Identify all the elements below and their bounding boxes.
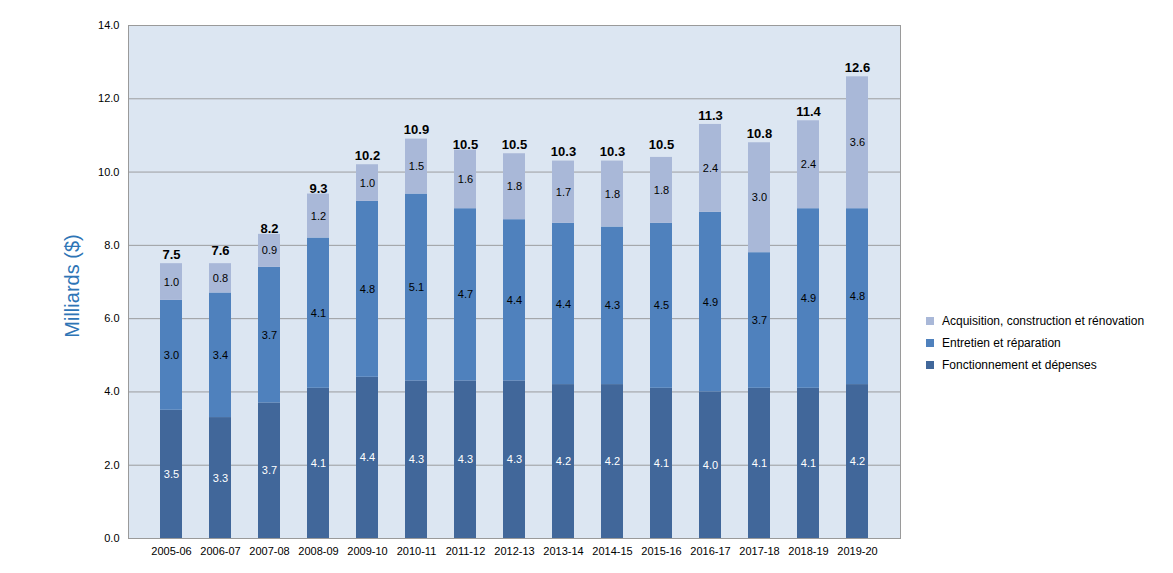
svg-text:4.2: 4.2 — [850, 455, 865, 467]
svg-text:9.3: 9.3 — [309, 181, 327, 196]
svg-text:10.0: 10.0 — [98, 166, 119, 178]
svg-text:3.7: 3.7 — [262, 464, 277, 476]
svg-text:11.4: 11.4 — [796, 104, 821, 119]
svg-text:3.7: 3.7 — [262, 329, 277, 341]
svg-text:0.8: 0.8 — [213, 272, 228, 284]
svg-text:4.3: 4.3 — [507, 453, 522, 465]
svg-text:1.0: 1.0 — [164, 276, 179, 288]
svg-text:1.2: 1.2 — [311, 210, 326, 222]
svg-text:4.4: 4.4 — [556, 298, 571, 310]
svg-text:2013-14: 2013-14 — [543, 545, 583, 557]
html-text:Fonctionnement et dépenses: Fonctionnement et dépenses — [942, 358, 1097, 372]
svg-text:1.5: 1.5 — [409, 160, 424, 172]
svg-text:4.1: 4.1 — [752, 457, 767, 469]
svg-text:2010-11: 2010-11 — [397, 545, 437, 557]
svg-text:10.3: 10.3 — [600, 144, 625, 159]
svg-text:10.8: 10.8 — [747, 126, 772, 141]
svg-text:4.0: 4.0 — [703, 459, 718, 471]
svg-text:7.6: 7.6 — [211, 243, 229, 258]
svg-text:10.9: 10.9 — [404, 122, 429, 137]
svg-text:4.7: 4.7 — [458, 288, 473, 300]
svg-text:2007-08: 2007-08 — [249, 545, 289, 557]
svg-text:4.1: 4.1 — [311, 457, 326, 469]
svg-text:2017-18: 2017-18 — [739, 545, 779, 557]
svg-text:2008-09: 2008-09 — [298, 545, 338, 557]
svg-text:2.0: 2.0 — [104, 459, 119, 471]
svg-text:3.6: 3.6 — [850, 136, 865, 148]
svg-text:3.0: 3.0 — [752, 191, 767, 203]
svg-text:4.1: 4.1 — [654, 457, 669, 469]
svg-text:4.3: 4.3 — [409, 453, 424, 465]
svg-text:4.8: 4.8 — [360, 283, 375, 295]
html-text:Acquisition, construction et r: Acquisition, construction et rénovation — [942, 314, 1145, 328]
svg-text:3.5: 3.5 — [164, 468, 179, 480]
svg-text:1.0: 1.0 — [360, 177, 375, 189]
svg-text:10.2: 10.2 — [355, 148, 380, 163]
svg-text:4.2: 4.2 — [556, 455, 571, 467]
svg-text:2012-13: 2012-13 — [494, 545, 534, 557]
svg-text:2016-17: 2016-17 — [690, 545, 730, 557]
svg-text:4.3: 4.3 — [458, 453, 473, 465]
svg-text:6.0: 6.0 — [104, 312, 119, 324]
svg-text:12.6: 12.6 — [845, 60, 870, 75]
svg-text:1.8: 1.8 — [507, 180, 522, 192]
svg-text:4.2: 4.2 — [605, 455, 620, 467]
svg-text:4.4: 4.4 — [360, 451, 375, 463]
svg-text:10.5: 10.5 — [453, 137, 478, 152]
svg-text:1.8: 1.8 — [654, 184, 669, 196]
svg-text:10.5: 10.5 — [502, 137, 527, 152]
svg-text:4.3: 4.3 — [605, 299, 620, 311]
svg-text:8.2: 8.2 — [260, 221, 278, 236]
svg-text:11.3: 11.3 — [698, 108, 723, 123]
svg-text:4.1: 4.1 — [311, 307, 326, 319]
html-text:Milliards ($): Milliards ($) — [60, 234, 83, 338]
svg-text:2.4: 2.4 — [703, 162, 718, 174]
svg-text:2005-06: 2005-06 — [151, 545, 191, 557]
svg-text:5.1: 5.1 — [409, 281, 424, 293]
svg-text:10.3: 10.3 — [551, 144, 576, 159]
svg-text:2006-07: 2006-07 — [200, 545, 240, 557]
svg-text:2014-15: 2014-15 — [592, 545, 632, 557]
svg-text:12.0: 12.0 — [98, 92, 119, 104]
svg-text:1.6: 1.6 — [458, 173, 473, 185]
svg-text:2018-19: 2018-19 — [788, 545, 828, 557]
svg-text:4.8: 4.8 — [850, 290, 865, 302]
svg-text:2015-16: 2015-16 — [641, 545, 681, 557]
svg-text:4.4: 4.4 — [507, 294, 522, 306]
svg-text:1.7: 1.7 — [556, 186, 571, 198]
svg-text:4.0: 4.0 — [104, 385, 119, 397]
svg-text:4.9: 4.9 — [703, 296, 718, 308]
svg-text:4.5: 4.5 — [654, 299, 669, 311]
svg-text:2.4: 2.4 — [801, 158, 816, 170]
svg-text:4.9: 4.9 — [801, 292, 816, 304]
svg-text:7.5: 7.5 — [162, 247, 180, 262]
svg-text:3.3: 3.3 — [213, 472, 228, 484]
svg-text:4.1: 4.1 — [801, 457, 816, 469]
svg-text:0.9: 0.9 — [262, 244, 277, 256]
svg-text:3.0: 3.0 — [164, 349, 179, 361]
svg-text:8.0: 8.0 — [104, 239, 119, 251]
svg-text:2009-10: 2009-10 — [347, 545, 387, 557]
svg-text:3.7: 3.7 — [752, 314, 767, 326]
svg-text:0.0: 0.0 — [104, 532, 119, 544]
html-text:Entretien et réparation: Entretien et réparation — [942, 336, 1061, 350]
svg-text:10.5: 10.5 — [649, 137, 674, 152]
svg-text:3.4: 3.4 — [213, 349, 228, 361]
svg-text:1.8: 1.8 — [605, 188, 620, 200]
svg-text:2011-12: 2011-12 — [446, 545, 486, 557]
svg-text:2019-20: 2019-20 — [837, 545, 877, 557]
svg-text:14.0: 14.0 — [98, 19, 119, 31]
